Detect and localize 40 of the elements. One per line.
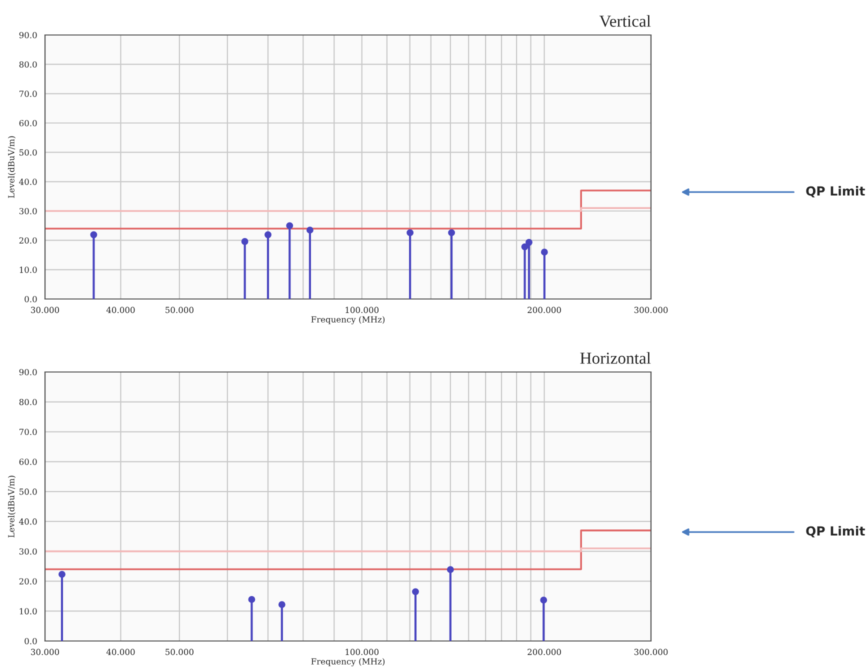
y-tick-label: 90.0 xyxy=(19,368,37,376)
x-tick-label: 300.000 xyxy=(634,306,668,314)
y-axis-title: Level(dBuV/m) xyxy=(8,136,16,198)
y-tick-label: 60.0 xyxy=(19,458,37,465)
y-axis-title: Level(dBuV/m) xyxy=(8,476,16,538)
y-tick-label: 50.0 xyxy=(20,149,37,156)
y-tick-label: 0.0 xyxy=(24,296,37,302)
chart-title: Vertical xyxy=(599,15,651,27)
y-tick-label: 10.0 xyxy=(20,266,37,273)
x-tick-label: 30.000 xyxy=(31,648,60,656)
y-tick-label: 10.0 xyxy=(20,608,37,614)
y-tick-label: 40.0 xyxy=(19,178,37,185)
y-tick-label: 40.0 xyxy=(19,518,37,525)
y-tick-label: 60.0 xyxy=(19,120,37,126)
x-tick-label: 200.000 xyxy=(528,306,561,314)
y-tick-label: 0.0 xyxy=(24,638,37,644)
x-tick-label: 40.000 xyxy=(106,648,135,656)
y-tick-label: 80.0 xyxy=(19,398,37,406)
x-tick-label: 30.000 xyxy=(31,306,60,314)
x-tick-label: 50.000 xyxy=(166,648,194,656)
x-tick-label: 100.000 xyxy=(346,648,379,656)
chart-title: Horizontal xyxy=(580,352,651,364)
y-tick-label: 70.0 xyxy=(20,90,37,97)
x-axis-title: Frequency (MHz) xyxy=(311,316,385,324)
y-tick-label: 50.0 xyxy=(20,488,37,495)
x-tick-label: 200.000 xyxy=(528,648,561,656)
y-tick-label: 70.0 xyxy=(20,428,37,436)
y-tick-label: 30.0 xyxy=(19,208,37,214)
text: QP Limit xyxy=(806,526,865,538)
x-tick-label: 100.000 xyxy=(346,306,379,314)
y-tick-label: 80.0 xyxy=(19,61,37,68)
x-tick-label: 40.000 xyxy=(106,306,135,314)
x-axis-title: Frequency (MHz) xyxy=(311,658,385,666)
x-tick-label: 50.000 xyxy=(166,306,194,314)
x-tick-label: 300.000 xyxy=(634,648,668,656)
y-tick-label: 90.0 xyxy=(19,32,37,38)
y-tick-label: 20.0 xyxy=(19,578,37,585)
y-tick-label: 30.0 xyxy=(19,548,37,555)
text: QP Limit xyxy=(806,186,865,198)
y-tick-label: 20.0 xyxy=(19,237,37,244)
